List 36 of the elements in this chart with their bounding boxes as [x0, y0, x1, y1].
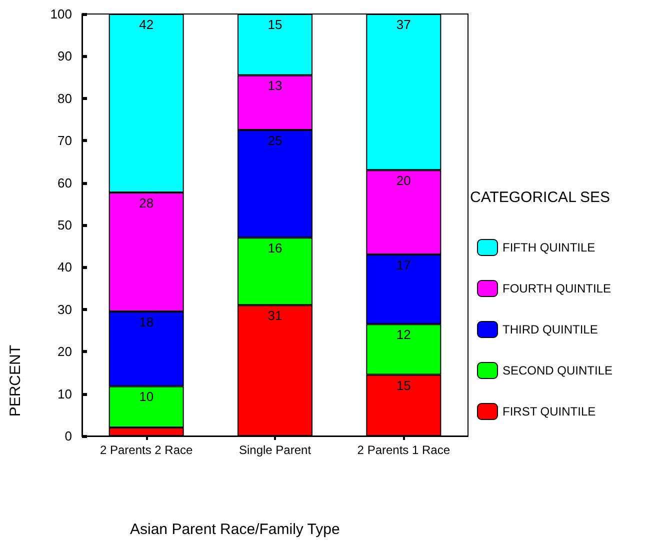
- x-tick-label: 2 Parents 2 Race: [100, 443, 194, 457]
- x-axis-title: Asian Parent Race/Family Type: [130, 521, 340, 538]
- data-label: 25: [268, 133, 282, 148]
- data-label: 28: [139, 196, 154, 211]
- data-label: 31: [268, 308, 282, 324]
- legend-label: SECOND QUINTILE: [502, 364, 613, 378]
- data-label: 42: [139, 17, 154, 32]
- y-tick-label: 40: [58, 260, 72, 275]
- data-label: 20: [396, 173, 411, 188]
- y-tick-label: 70: [58, 133, 72, 148]
- data-label: 13: [268, 78, 282, 94]
- data-label: 15: [268, 17, 282, 32]
- data-label: 10: [139, 389, 154, 404]
- y-tick-label: 80: [58, 90, 72, 106]
- legend-label: FOURTH QUINTILE: [502, 282, 611, 296]
- y-tick-label: 60: [58, 175, 72, 190]
- y-axis-title: PERCENT: [7, 344, 24, 417]
- legend-label: FIFTH QUINTILE: [502, 240, 596, 254]
- data-label: 37: [396, 17, 411, 32]
- y-tick-label: 10: [58, 386, 72, 402]
- data-label: 15: [396, 378, 411, 393]
- x-tick-label: 2 Parents 1 Race: [357, 443, 450, 457]
- y-tick-label: 0: [64, 428, 72, 444]
- legend-title: CATEGORICAL SES: [470, 189, 610, 206]
- y-tick-label: 90: [58, 48, 72, 64]
- y-tick-label: 50: [58, 218, 72, 232]
- y-tick-label: 20: [58, 344, 72, 360]
- legend-label: THIRD QUINTILE: [502, 322, 598, 336]
- data-label: 17: [396, 258, 411, 273]
- y-tick-label: 30: [58, 302, 72, 317]
- data-label: 12: [396, 327, 411, 342]
- data-label: 18: [139, 314, 154, 330]
- data-label: 16: [268, 240, 282, 256]
- x-tick-label: Single Parent: [238, 443, 312, 457]
- legend-label: FIRST QUINTILE: [502, 404, 596, 418]
- y-tick-label: 100: [50, 6, 72, 22]
